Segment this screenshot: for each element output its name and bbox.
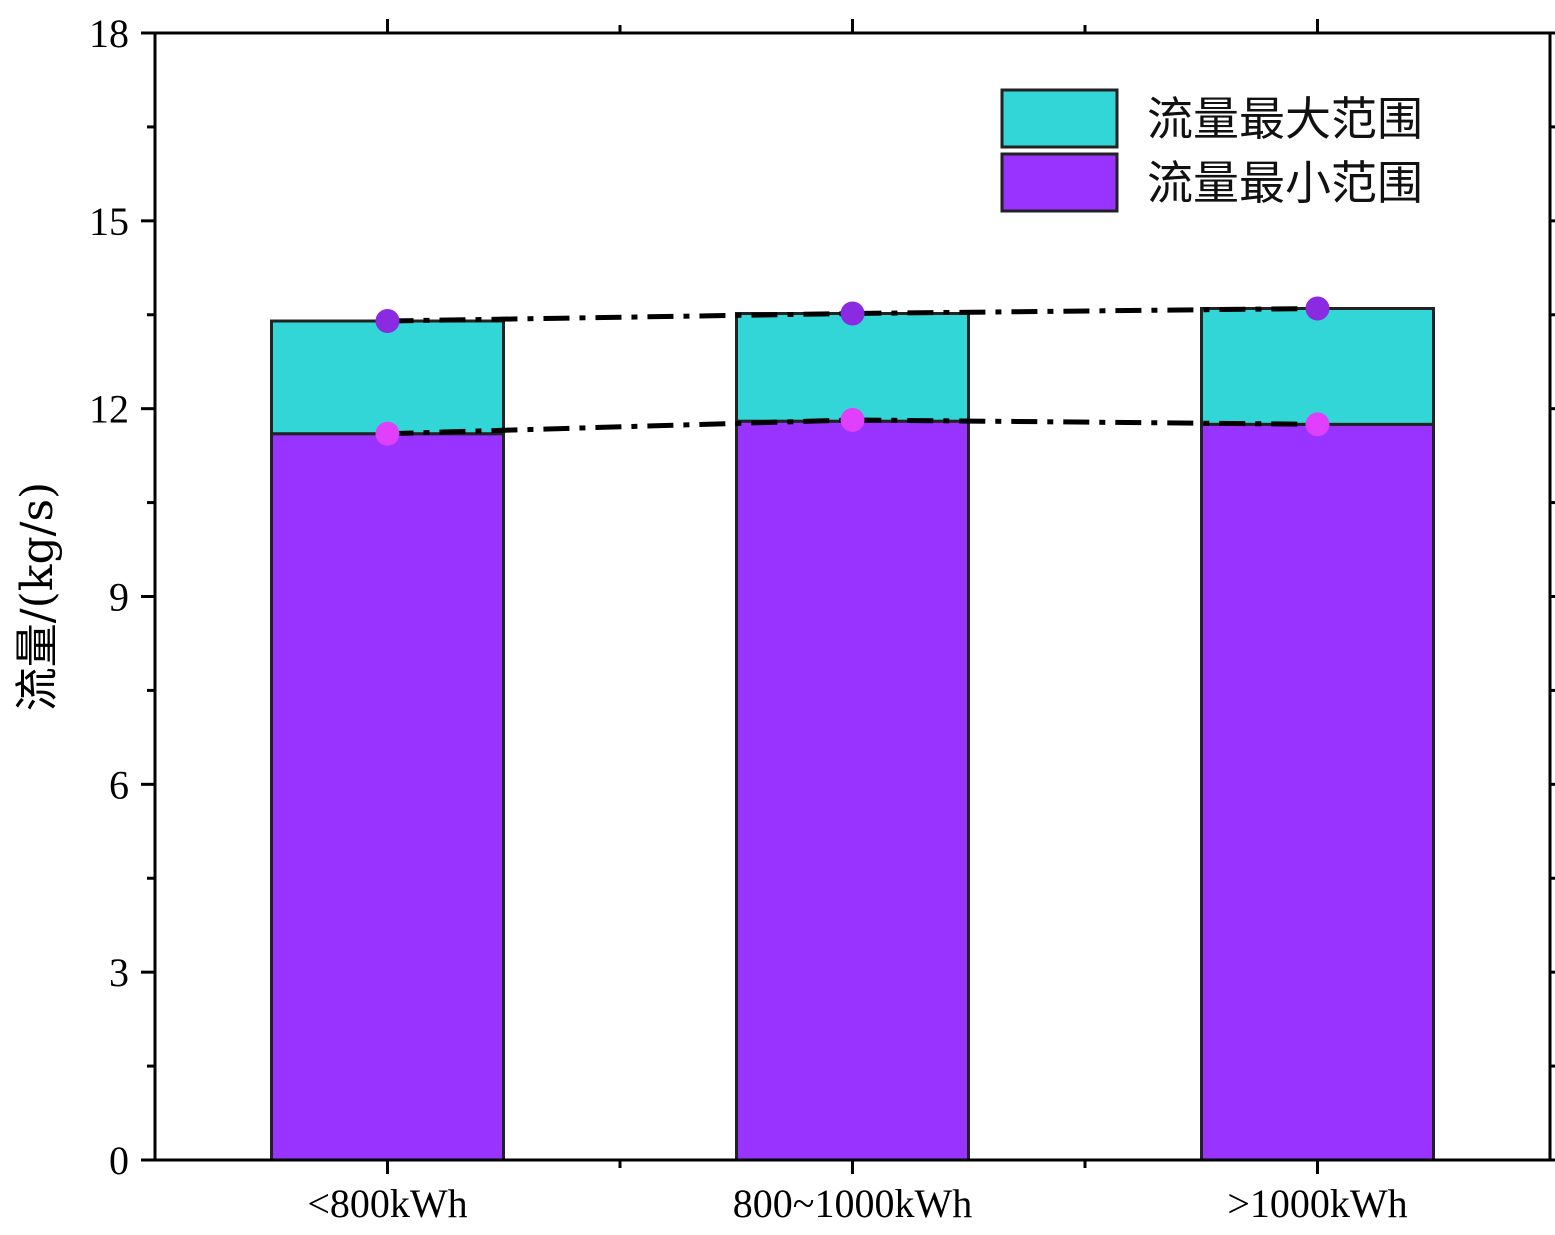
legend-label-1: 流量最小范围 [1147, 156, 1423, 210]
bar-min-2 [1200, 422, 1435, 1162]
y-ticks: 0 3 6 9 12 15 18 [89, 11, 1555, 1183]
x-tick-label-0: <800kWh [307, 1181, 467, 1226]
bar-min-1 [735, 419, 970, 1162]
y-tick-label-6: 18 [89, 11, 129, 56]
trend-marker-1-0 [375, 421, 400, 446]
y-tick-label-1: 3 [109, 950, 129, 995]
y-tick-label-2: 6 [109, 762, 129, 807]
trend-marker-0-1 [840, 301, 865, 326]
trend-lines-layer [375, 296, 1330, 446]
legend-swatch-0 [1000, 88, 1119, 149]
y-tick-label-0: 0 [109, 1138, 129, 1183]
y-tick-label-3: 9 [109, 575, 129, 620]
x-tick-label-2: >1000kWh [1227, 1181, 1407, 1226]
legend-swatch-1 [1000, 152, 1119, 213]
y-tick-label-4: 12 [89, 387, 129, 432]
legend-label-0: 流量最大范围 [1147, 92, 1423, 146]
bar-max-2 [1200, 306, 1435, 426]
y-axis-title: 流量/(kg/s) [12, 482, 63, 711]
trend-marker-1-1 [840, 407, 865, 432]
trend-marker-0-2 [1305, 296, 1330, 321]
trend-marker-1-2 [1305, 412, 1330, 437]
bar-min-0 [270, 432, 505, 1162]
y-tick-label-5: 15 [89, 199, 129, 244]
x-ticks: <800kWh 800~1000kWh >1000kWh [307, 19, 1408, 1226]
bars-layer [270, 306, 1435, 1162]
trend-marker-0-0 [375, 309, 400, 334]
x-tick-label-1: 800~1000kWh [733, 1181, 972, 1226]
bar-max-1 [735, 311, 970, 423]
bar-max-0 [270, 319, 505, 436]
